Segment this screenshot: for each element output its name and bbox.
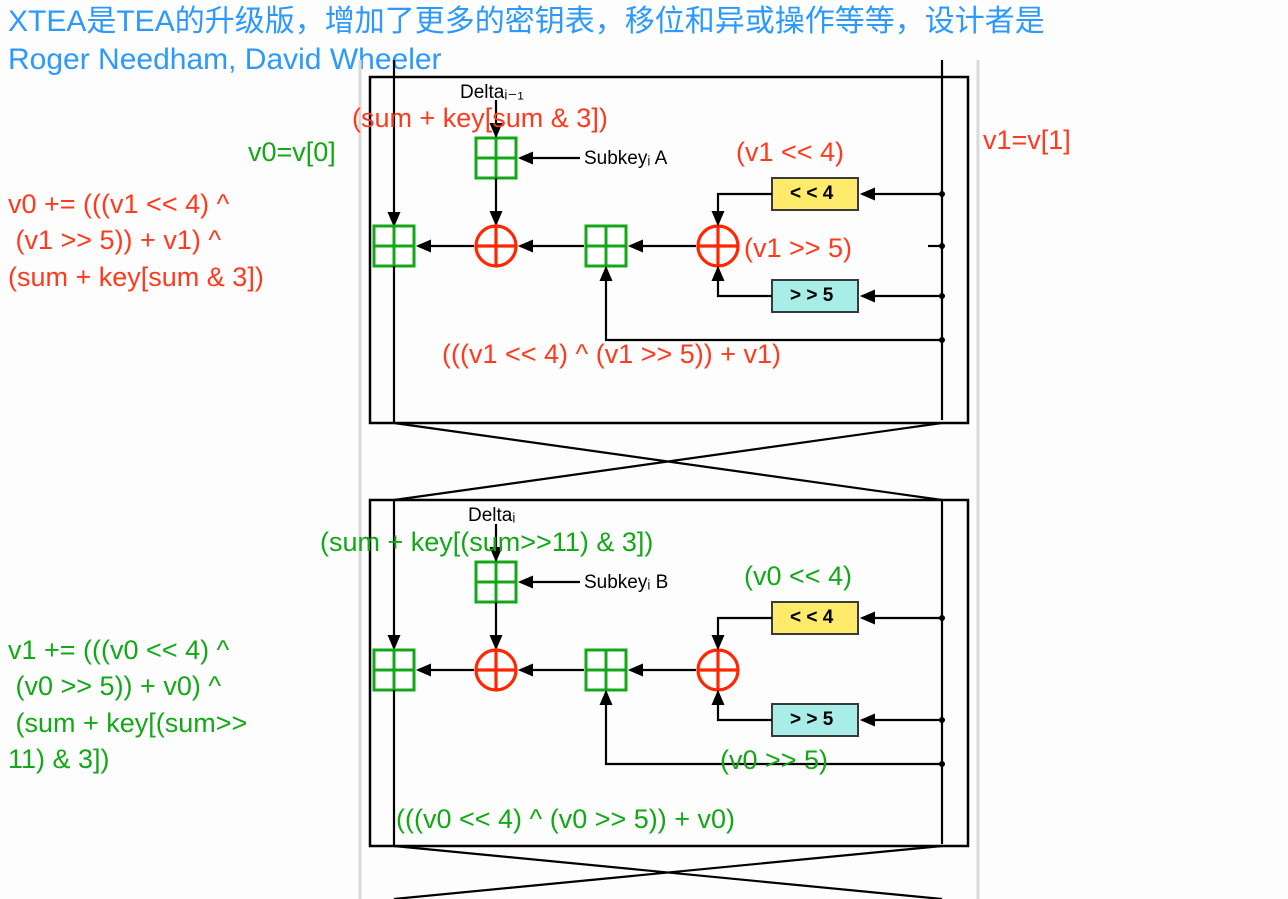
subkey-formula-top: (sum + key[sum & 3]): [352, 100, 608, 136]
shr-text-top: > > 5: [790, 285, 833, 307]
add2-top: [586, 226, 626, 266]
v0-label: v0=v[0]: [248, 134, 336, 170]
main-add-bottom: [374, 650, 414, 690]
main-add-top: [374, 226, 414, 266]
xor1-bottom: [476, 650, 516, 690]
subkey-label-bottom: Subkeyᵢ B: [584, 572, 668, 594]
subkey-formula-bottom: (sum + key[(sum>>11) & 3]): [320, 524, 653, 560]
shr-text-bottom: > > 5: [790, 709, 833, 731]
shl-annot-bottom: (v0 << 4): [744, 558, 852, 594]
full-formula-bottom: v1 += (((v0 << 4) ^ (v0 >> 5)) + v0) ^ (…: [8, 632, 247, 778]
combine-annot-bottom: (((v0 << 4) ^ (v0 >> 5)) + v0): [396, 801, 735, 837]
shl-annot-top: (v1 << 4): [736, 134, 844, 170]
xor2-top: [698, 226, 738, 266]
shr-annot-bottom: (v0 >> 5): [720, 742, 828, 778]
xor1-top: [476, 226, 516, 266]
shr-annot-top: (v1 >> 5): [744, 230, 852, 266]
shl-text-bottom: < < 4: [790, 607, 833, 629]
delta-label-top: Deltaᵢ₋₁: [460, 81, 524, 104]
xor2-bottom: [698, 650, 738, 690]
delta-add-top: [476, 138, 516, 178]
add2-bottom: [586, 650, 626, 690]
combine-annot-top: (((v1 << 4) ^ (v1 >> 5)) + v1): [442, 336, 781, 372]
subkey-label-top: Subkeyᵢ A: [584, 148, 667, 170]
full-formula-top: v0 += (((v1 << 4) ^ (v1 >> 5)) + v1) ^ (…: [8, 186, 264, 295]
delta-add-bottom: [476, 562, 516, 602]
v1-label: v1=v[1]: [983, 122, 1071, 158]
shl-text-top: < < 4: [790, 183, 833, 205]
delta-label-bottom: Deltaᵢ: [468, 505, 515, 527]
